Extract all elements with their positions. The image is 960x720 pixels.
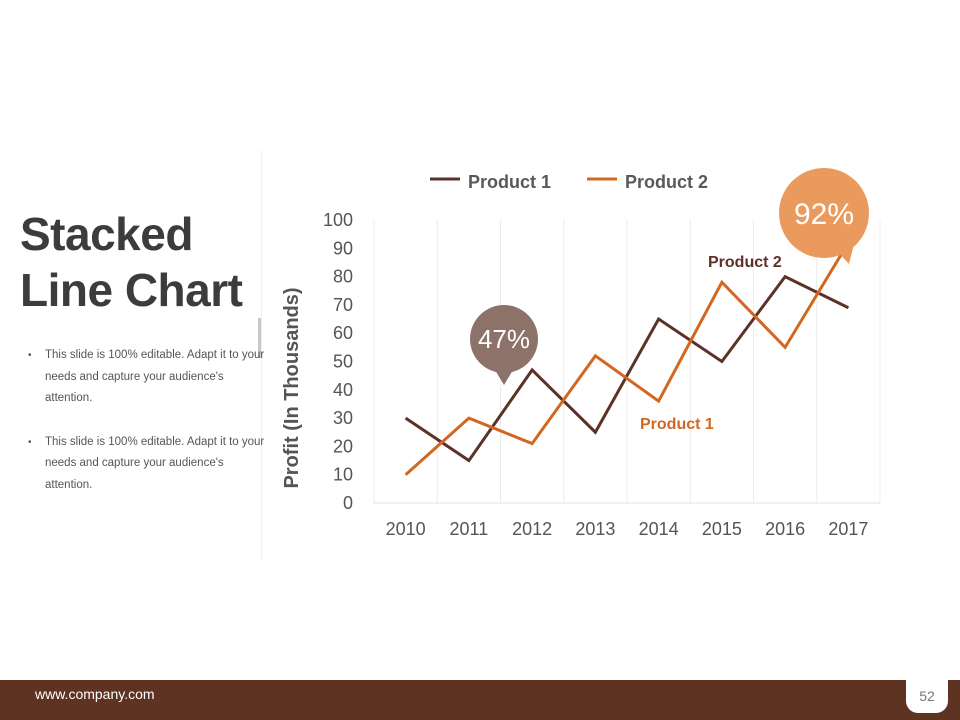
- annotation-label: Product 1: [640, 416, 714, 433]
- bullet-text: This slide is 100% editable. Adapt it to…: [45, 349, 265, 404]
- callout-bubble: [470, 305, 538, 373]
- y-tick-label: 10: [333, 465, 353, 485]
- y-tick-label: 20: [333, 436, 353, 456]
- x-tick-label: 2015: [702, 519, 742, 539]
- data-point: [784, 275, 787, 278]
- y-tick-label: 100: [323, 210, 353, 230]
- divider-line: [261, 150, 262, 560]
- x-tick-label: 2012: [512, 519, 552, 539]
- callout-pointer: [495, 370, 513, 385]
- legend-label: Product 2: [625, 172, 708, 192]
- data-point: [467, 417, 470, 420]
- x-tick-label: 2013: [575, 519, 615, 539]
- data-point: [657, 400, 660, 403]
- bullet-item: • This slide is 100% editable. Adapt it t…: [28, 345, 268, 410]
- data-point: [847, 306, 850, 309]
- slide-title-line2: Line Chart: [20, 264, 243, 316]
- x-tick-label: 2017: [828, 519, 868, 539]
- data-point: [720, 281, 723, 284]
- data-point: [404, 417, 407, 420]
- y-tick-label: 50: [333, 352, 353, 372]
- y-tick-label: 40: [333, 380, 353, 400]
- series-line-product-2: [404, 241, 850, 476]
- slide-title: Stacked Line Chart: [20, 206, 243, 318]
- data-point: [657, 318, 660, 321]
- footer-url: www.company.com: [35, 686, 155, 702]
- x-tick-label: 2011: [450, 519, 489, 539]
- legend-label: Product 1: [468, 172, 551, 192]
- y-tick-label: 80: [333, 267, 353, 287]
- slide-title-line1: Stacked: [20, 208, 193, 260]
- divider-accent: [258, 318, 261, 358]
- data-point: [531, 442, 534, 445]
- annotation-label: Product 2: [708, 254, 782, 271]
- y-tick-label: 60: [333, 323, 353, 343]
- line-chart: 0 10 20 30 40 50 60 70 80 90 100 2010 2011 2012 2013 20…: [281, 168, 881, 539]
- y-tick-label: 0: [343, 493, 353, 513]
- callout-label: 47%: [478, 324, 530, 354]
- callout-bubble: [779, 168, 869, 258]
- bullet-dot-icon: •: [28, 350, 32, 361]
- x-tick-label: 2010: [386, 519, 426, 539]
- page-number: 52: [906, 680, 948, 713]
- y-tick-label: 30: [333, 408, 353, 428]
- bullet-list: • This slide is 100% editable. Adapt it t…: [28, 345, 268, 518]
- bullet-dot-icon: •: [28, 436, 32, 448]
- series-line-product-1: [404, 274, 850, 463]
- y-axis-title: Profit (In Thousands): [281, 287, 303, 488]
- data-point: [594, 354, 597, 357]
- data-point: [467, 459, 470, 462]
- x-tick-label: 2016: [765, 519, 805, 539]
- bullet-text: This slide is 100% editable. Adapt it to…: [45, 435, 265, 491]
- data-point: [531, 368, 534, 371]
- callout-label: 92%: [794, 198, 854, 231]
- data-point: [784, 346, 787, 349]
- data-point: [404, 473, 407, 476]
- data-point: [720, 360, 723, 363]
- data-point: [594, 431, 597, 434]
- x-tick-label: 2014: [639, 519, 679, 539]
- callout-pointer: [836, 236, 856, 264]
- y-tick-label: 70: [333, 295, 353, 315]
- footer-bar: www.company.com 52: [0, 680, 960, 720]
- bullet-item: • This slide is 100% editable. Adapt it t…: [28, 432, 268, 497]
- y-tick-label: 90: [333, 238, 353, 258]
